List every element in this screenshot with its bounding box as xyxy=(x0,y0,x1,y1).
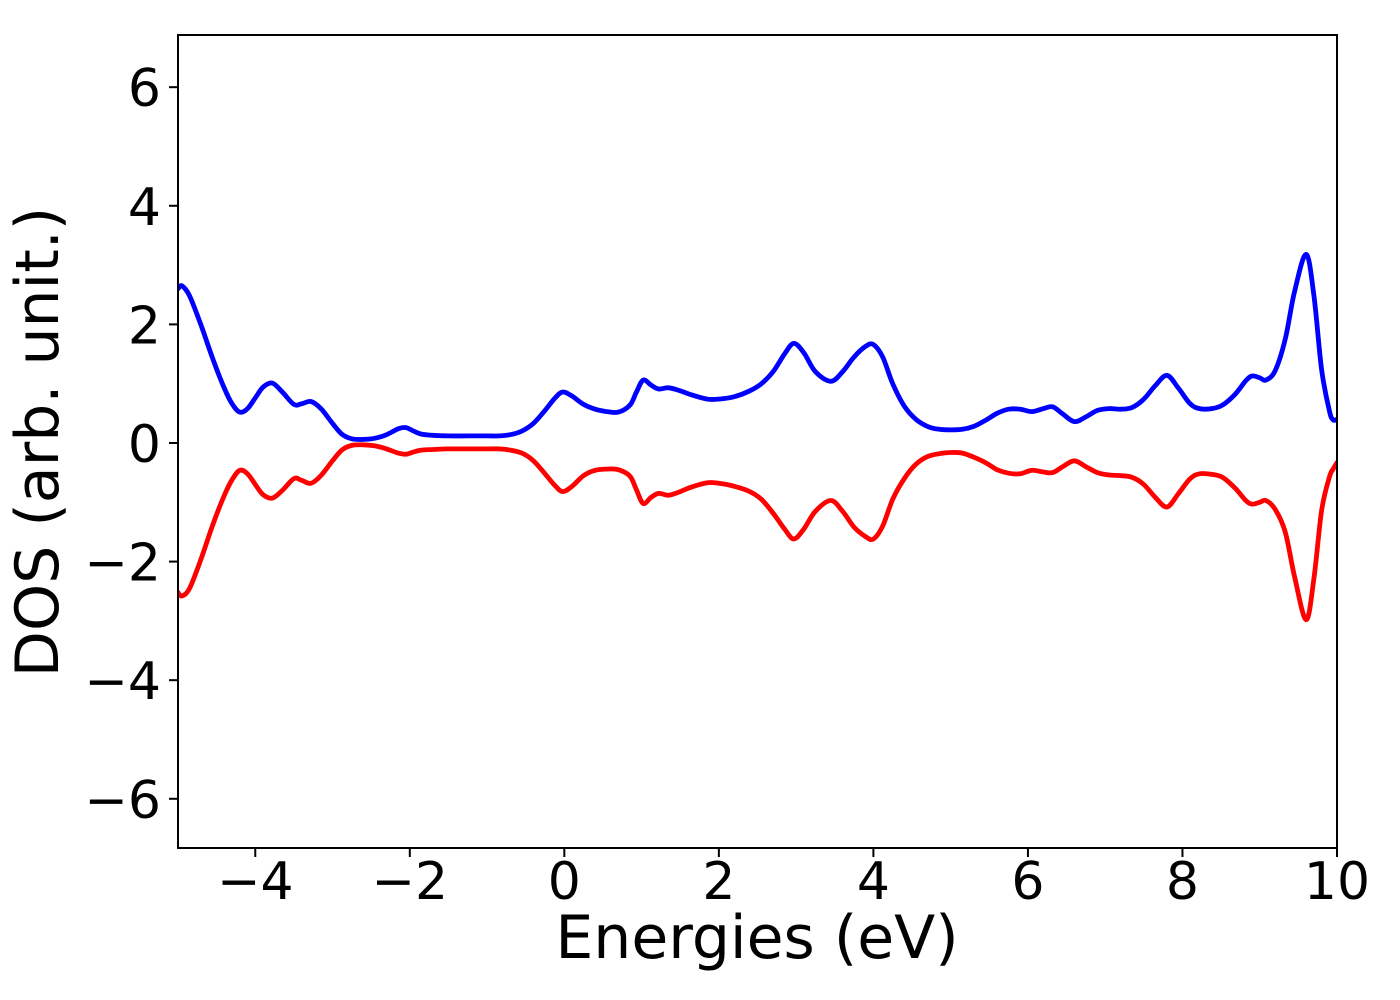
y-tick-label: −2 xyxy=(84,534,161,594)
x-tick-label: 8 xyxy=(1166,852,1199,912)
x-tick-label: −2 xyxy=(371,852,448,912)
curve-spin-down-dos xyxy=(178,442,1337,623)
plot-frame xyxy=(177,34,1338,849)
x-tick-label: 2 xyxy=(702,852,735,912)
curves-group xyxy=(178,251,1337,623)
x-tick-label: 6 xyxy=(1011,852,1044,912)
x-tick-label: 4 xyxy=(857,852,890,912)
y-tick-label: −6 xyxy=(84,771,161,831)
x-tick-label: 0 xyxy=(548,852,581,912)
y-axis-title: DOS (arb. unit.) xyxy=(3,207,73,677)
x-tick-label: −4 xyxy=(217,852,294,912)
x-axis-title: Energies (eV) xyxy=(555,903,958,973)
x-tick-label: 10 xyxy=(1304,852,1370,912)
ticks-group: −4 −2 0 2 4 6 8 10 −6 −4 −2 0 2 4 6 xyxy=(84,59,1370,912)
curve-spin-up-dos xyxy=(178,251,1337,442)
y-tick-label: −4 xyxy=(84,652,161,712)
y-tick-label: 2 xyxy=(128,296,161,356)
y-tick-label: 0 xyxy=(128,415,161,475)
y-tick-label: 6 xyxy=(128,59,161,119)
y-tick-label: 4 xyxy=(128,178,161,238)
